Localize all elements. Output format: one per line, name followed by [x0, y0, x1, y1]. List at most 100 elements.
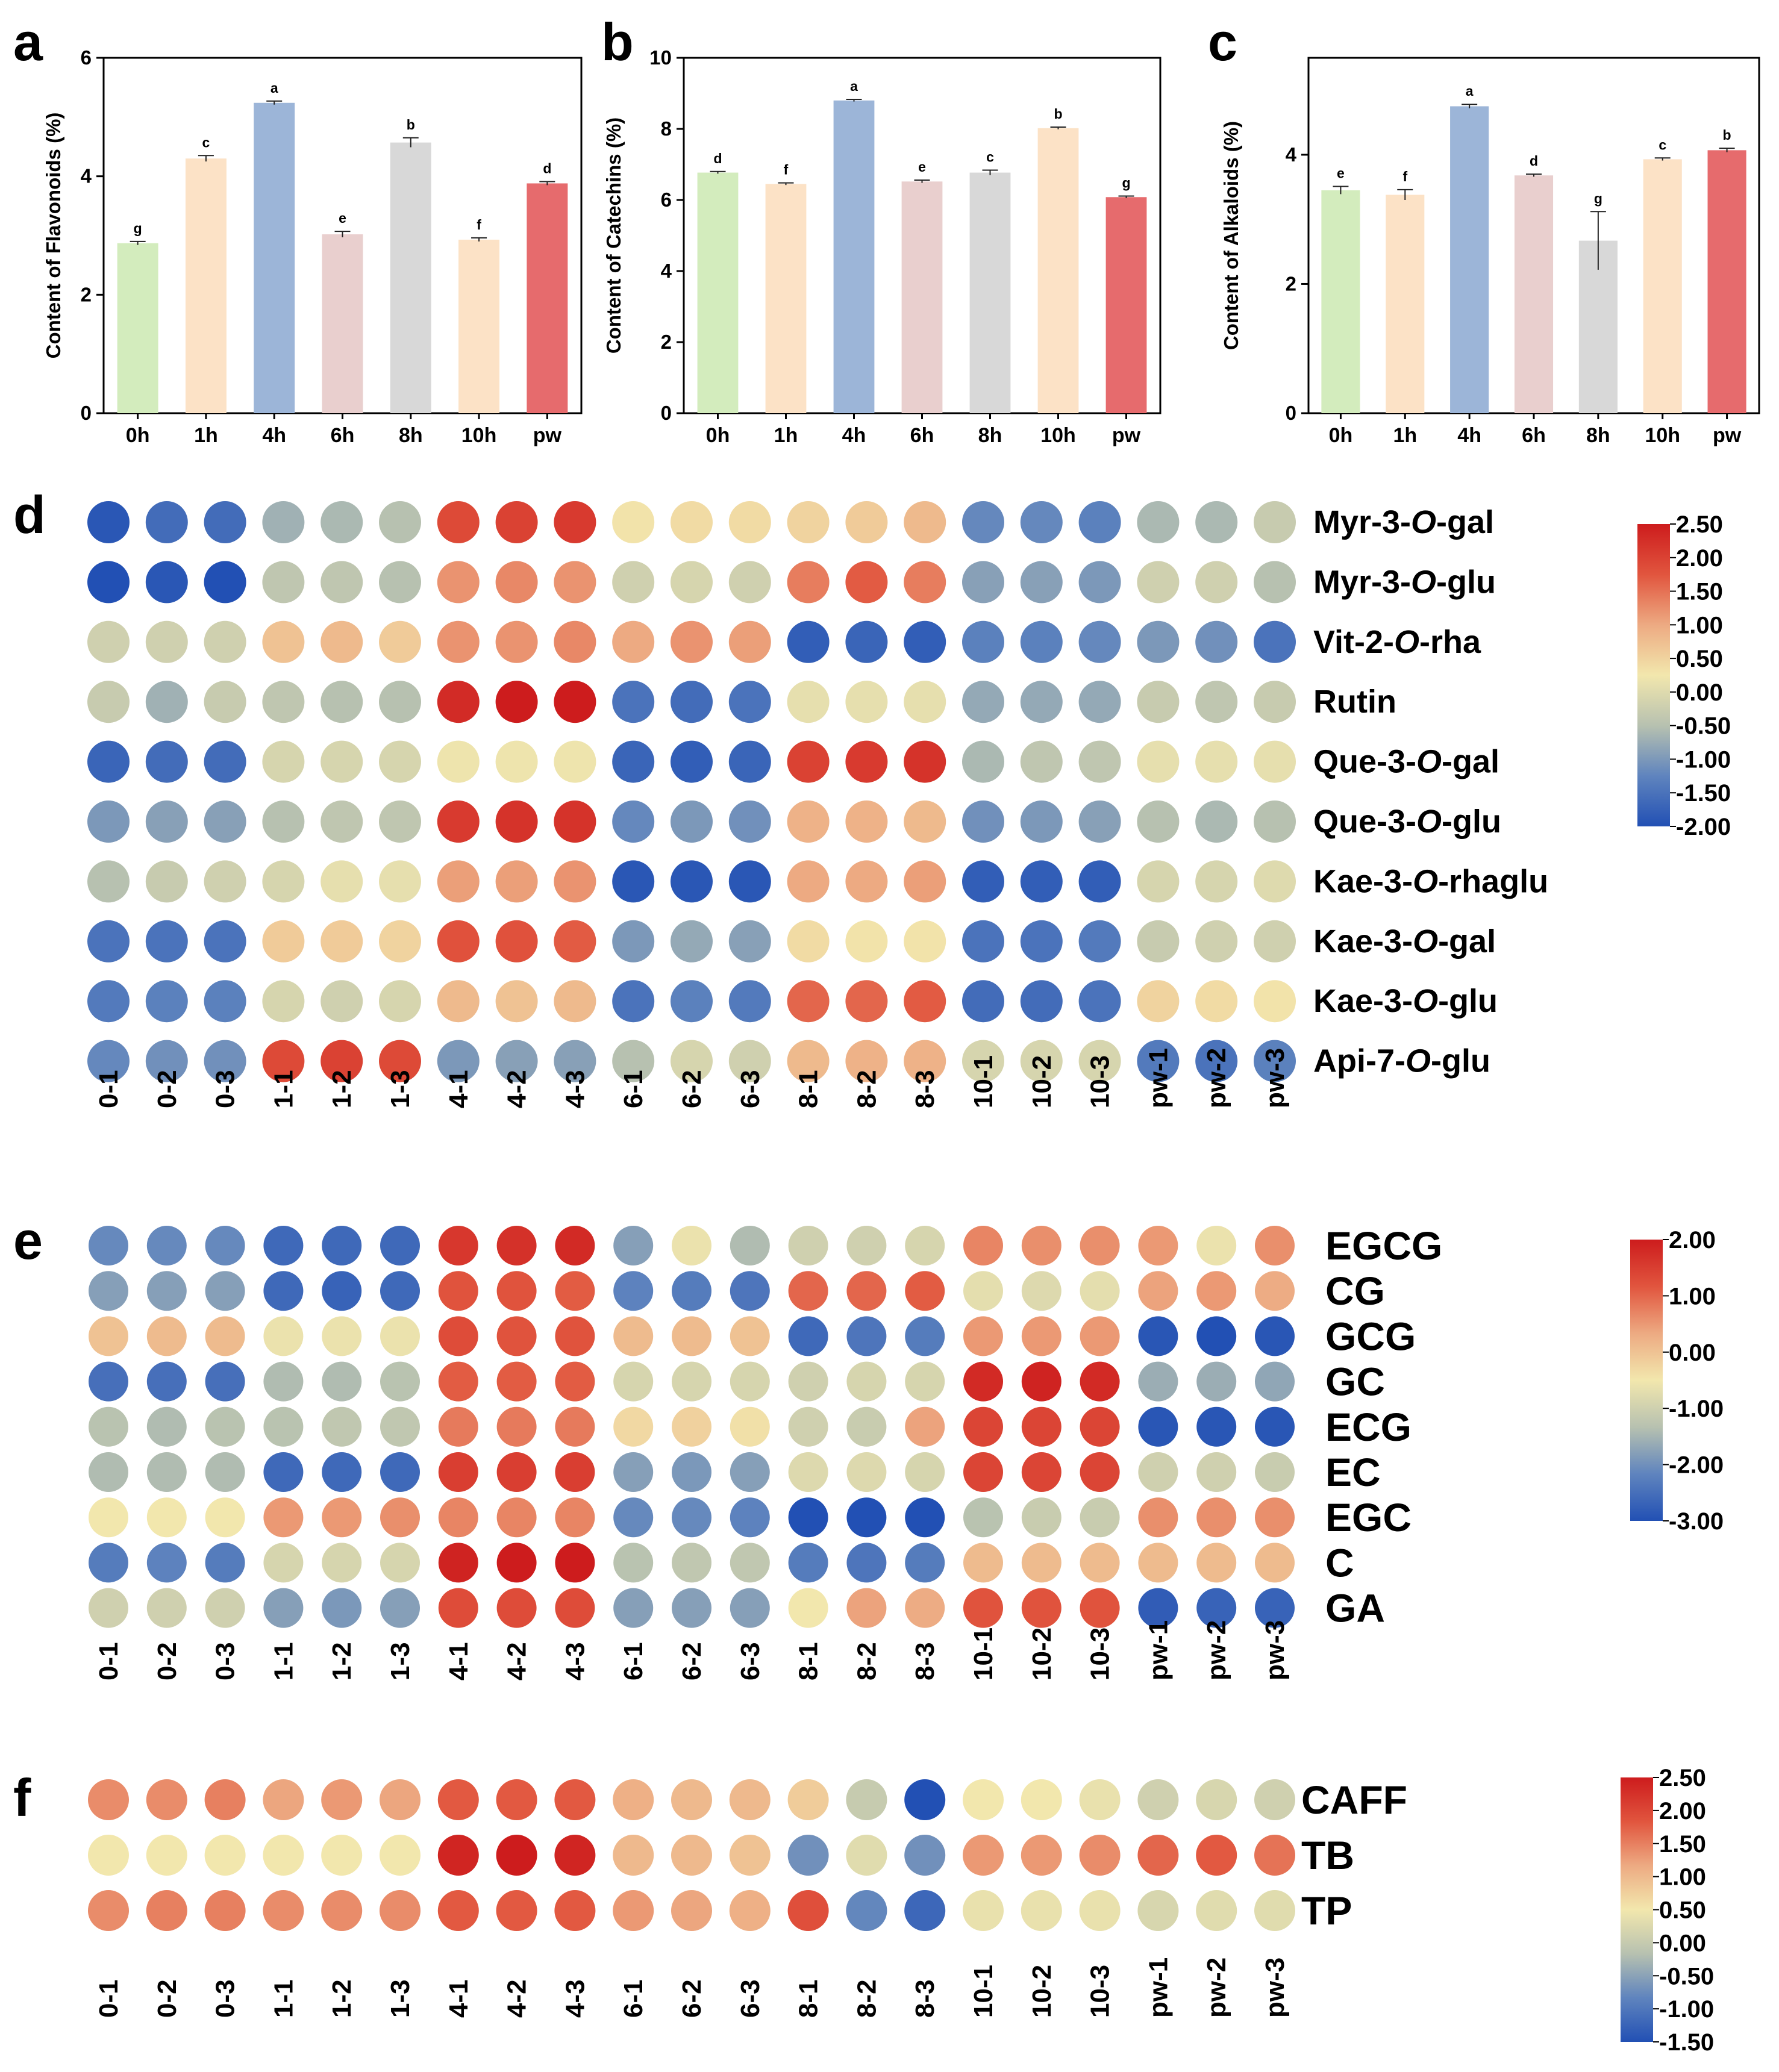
dot-e-r4-c19 [1196, 1406, 1237, 1447]
column-label: 0-1 [94, 1642, 123, 1680]
dot-d-r3-c13 [845, 681, 888, 723]
colorbar-e [1630, 1240, 1663, 1521]
significance-letter: g [1122, 175, 1130, 191]
dot-d-r1-c13 [845, 561, 888, 604]
dot-d-r8-c5 [379, 980, 421, 1023]
dot-e-r6-c19 [1196, 1497, 1237, 1538]
dot-d-r5-c14 [904, 800, 946, 843]
dot-d-r9-c12 [787, 1040, 830, 1082]
dot-d-r4-c13 [845, 740, 888, 783]
dot-d-r5-c0 [87, 800, 130, 843]
dot-d-r4-c11 [728, 740, 771, 783]
column-label: 0-3 [211, 1979, 240, 2018]
column-label: 8-3 [910, 1070, 940, 1108]
colorbar-tick-label: -1.00 [1676, 746, 1731, 773]
column-label: 4-1 [444, 1070, 474, 1108]
colorbar-tick-label: 2.00 [1676, 545, 1723, 572]
dot-d-r5-c19 [1195, 800, 1238, 843]
dot-e-r3-c19 [1196, 1361, 1237, 1402]
dot-e-r2-c12 [788, 1316, 828, 1356]
dot-d-r0-c6 [437, 501, 480, 543]
dot-e-r6-c20 [1255, 1497, 1295, 1538]
dot-e-r2-c20 [1255, 1316, 1295, 1356]
dot-e-r5-c5 [380, 1452, 420, 1492]
y-tick-label: 2 [661, 331, 672, 353]
column-label: 1-3 [386, 1070, 415, 1108]
dot-f-r0-c14 [904, 1779, 946, 1820]
dot-d-r1-c16 [1020, 561, 1063, 604]
dot-e-r1-c17 [1080, 1271, 1120, 1311]
dot-f-r0-c0 [88, 1779, 129, 1820]
dot-e-r4-c9 [613, 1406, 654, 1447]
dot-e-r4-c5 [380, 1406, 420, 1447]
dot-d-r1-c20 [1254, 561, 1296, 604]
dot-f-r0-c10 [671, 1779, 712, 1820]
dot-e-r5-c20 [1255, 1452, 1295, 1492]
dot-d-r8-c20 [1254, 980, 1296, 1023]
dot-d-r7-c2 [204, 920, 246, 963]
dot-d-r6-c18 [1137, 860, 1180, 903]
column-label: pw-3 [1260, 1048, 1290, 1108]
dot-d-r6-c17 [1078, 860, 1121, 903]
dot-d-r0-c13 [845, 501, 888, 543]
dot-e-r5-c17 [1080, 1452, 1120, 1492]
column-label: 8-1 [794, 1070, 824, 1108]
dot-d-r6-c20 [1254, 860, 1296, 903]
x-tick-label: 0h [706, 424, 730, 447]
dot-e-r1-c11 [730, 1271, 770, 1311]
dot-d-r8-c13 [845, 980, 888, 1023]
dot-d-r5-c20 [1254, 800, 1296, 843]
dot-d-r6-c1 [145, 860, 188, 903]
dot-e-r5-c9 [613, 1452, 654, 1492]
dot-f-r2-c13 [846, 1890, 887, 1931]
dot-d-r8-c16 [1020, 980, 1063, 1023]
dot-e-r3-c13 [846, 1361, 887, 1402]
dot-e-r2-c1 [146, 1316, 187, 1356]
dot-d-r7-c16 [1020, 920, 1063, 963]
colorbar-tick-label: 0.00 [1669, 1340, 1716, 1366]
dot-d-r6-c6 [437, 860, 480, 903]
dot-e-r8-c13 [846, 1588, 887, 1628]
panel-label-f: f [13, 1768, 31, 1827]
column-label: 0-1 [94, 1070, 123, 1108]
dot-d-r9-c11 [728, 1040, 771, 1082]
dot-e-r0-c7 [496, 1226, 537, 1265]
bar-6h [901, 181, 943, 413]
dot-d-r1-c9 [612, 561, 655, 604]
dot-d-r0-c20 [1254, 501, 1296, 543]
dot-d-r4-c2 [204, 740, 246, 783]
dot-d-r2-c0 [87, 620, 130, 663]
dot-d-r3-c12 [787, 681, 830, 723]
dot-e-r3-c17 [1080, 1361, 1120, 1402]
dot-e-r8-c7 [496, 1588, 537, 1628]
significance-letter: d [713, 151, 722, 166]
significance-letter: a [850, 78, 858, 94]
dot-d-r0-c12 [787, 501, 830, 543]
dot-d-r5-c18 [1137, 800, 1180, 843]
dot-d-r1-c17 [1078, 561, 1121, 604]
dot-f-r0-c9 [613, 1779, 654, 1820]
dot-e-r6-c18 [1138, 1497, 1178, 1538]
row-label: Myr-3-O-gal [1313, 504, 1494, 540]
dot-d-r0-c5 [379, 501, 421, 543]
dot-e-r2-c11 [730, 1316, 770, 1356]
dot-f-r1-c10 [671, 1835, 712, 1876]
dot-e-r2-c9 [613, 1316, 654, 1356]
dot-e-r6-c3 [263, 1497, 304, 1538]
dot-f-r1-c7 [496, 1835, 537, 1876]
significance-letter: f [477, 217, 481, 232]
y-axis-title: Content of Alkaloids (%) [1220, 121, 1242, 350]
dot-f-r2-c4 [321, 1890, 363, 1931]
dot-f-r2-c9 [613, 1890, 654, 1931]
dot-e-r6-c13 [846, 1497, 887, 1538]
colorbar-tick-label: 0.00 [1659, 1930, 1706, 1956]
dot-d-r6-c9 [612, 860, 655, 903]
dot-d-r2-c20 [1254, 620, 1296, 663]
dot-e-r7-c9 [613, 1543, 654, 1583]
colorbar-tick-label: 1.50 [1659, 1831, 1706, 1858]
dot-d-r2-c6 [437, 620, 480, 663]
dot-e-r5-c15 [963, 1452, 1003, 1492]
bar-8h [969, 172, 1011, 413]
x-tick-label: 8h [978, 424, 1002, 447]
dot-d-r2-c5 [379, 620, 421, 663]
